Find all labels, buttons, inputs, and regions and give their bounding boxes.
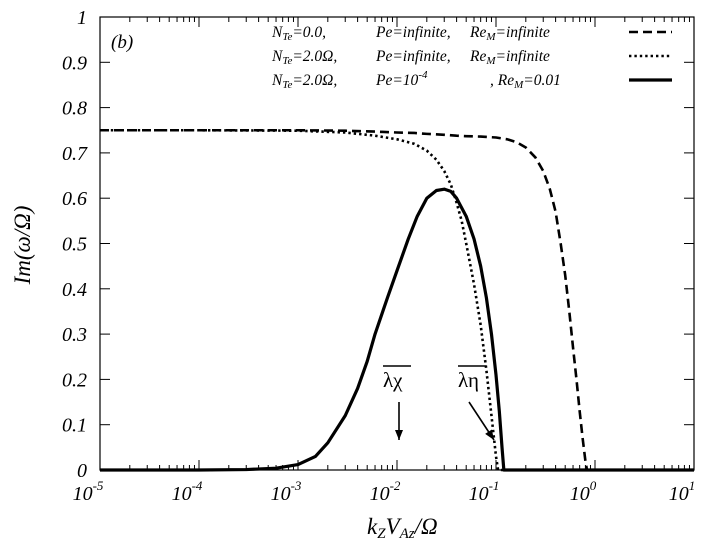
x-tick-label-1: 10-4 [172, 478, 203, 505]
y-tick-label-9: 0.9 [62, 52, 87, 74]
x-tick-label-0: 10-5 [73, 478, 104, 505]
x-axis-label-v: V [386, 514, 403, 539]
x-axis-label-omega: /Ω [413, 514, 438, 539]
y-axis-label: Im(ω/Ω) [10, 206, 35, 286]
y-tick-label-3: 0.3 [62, 324, 87, 346]
legend-label-3: NTe=2.0Ω, Pe=10-4 , ReM=0.01 [271, 69, 561, 91]
x-tick-label-base: 10 [669, 483, 689, 505]
legend-label-2: NTe=2.0Ω, Pe=infinite, ReM=infinite [271, 48, 550, 67]
x-tick-label-base: 10 [469, 483, 489, 505]
x-tick-label-base: 10 [172, 483, 192, 505]
x-tick-label-5: 100 [570, 478, 597, 505]
x-tick-label-base: 10 [570, 483, 590, 505]
series-line-2-dotted [100, 128, 694, 472]
x-tick-label-base: 10 [73, 483, 93, 505]
y-tick-label-1: 0.1 [62, 415, 87, 437]
x-axis-label-az: Az [399, 526, 415, 542]
x-tick-label-4: 10-1 [469, 478, 500, 505]
x-tick-label-2: 10-3 [271, 478, 302, 505]
annotation-arrowhead-1 [395, 430, 403, 440]
x-tick-label-base: 10 [370, 483, 390, 505]
x-axis-label-k: k [367, 514, 378, 539]
x-tick-label-exp: -5 [93, 478, 104, 493]
y-tick-label-5: 0.5 [62, 234, 87, 256]
panel-label: (b) [111, 32, 133, 53]
y-tick-label-4: 0.4 [62, 279, 87, 301]
series-group [100, 128, 694, 472]
y-tick-label-7: 0.7 [62, 143, 88, 165]
x-tick-label-exp: -2 [390, 478, 401, 493]
series-line-1-dashed [100, 128, 694, 472]
x-tick-label-3: 10-2 [370, 478, 401, 505]
x-tick-label-exp: -4 [192, 478, 203, 493]
y-tick-label-0: 0 [77, 460, 87, 482]
annotation-label-2: λη [458, 368, 479, 392]
x-tick-label-base: 10 [271, 483, 291, 505]
x-axis-label: kZVAz/Ω [367, 514, 438, 542]
x-tick-label-exp: -3 [291, 478, 302, 493]
x-tick-label-6: 101 [669, 478, 696, 505]
y-tick-labels: 0 0.1 0.2 0.3 0.4 0.5 0.6 0.7 0.8 0.9 1 [62, 7, 88, 482]
x-tick-label-exp: 0 [590, 478, 597, 493]
x-tick-label-exp: -1 [489, 478, 500, 493]
legend: NTe=0.0, Pe=infinite, ReM=infinite NTe=2.0Ω… [271, 24, 672, 91]
y-tick-label-6: 0.6 [62, 188, 87, 210]
y-tick-label-2: 0.2 [62, 369, 87, 391]
x-axis-label-z: Z [377, 526, 386, 542]
y-tick-label-10: 1 [77, 7, 87, 29]
y-tick-label-8: 0.8 [62, 98, 87, 120]
x-tick-label-exp: 1 [689, 478, 696, 493]
series-line-3-solid [100, 187, 694, 472]
annotation-arrowhead-2 [485, 429, 494, 440]
annotation-label-1: λχ [383, 368, 403, 392]
x-tick-labels: 10-5 10-4 10-3 10-2 10-1 100 101 [73, 478, 696, 505]
legend-label-1: NTe=0.0, Pe=infinite, ReM=infinite [271, 24, 550, 43]
annotations: λχ λη [383, 365, 495, 441]
